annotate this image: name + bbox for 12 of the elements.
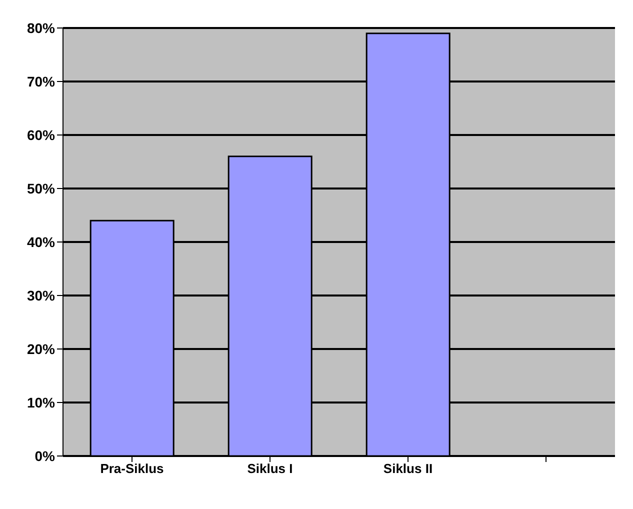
y-tick-label: 60% [26,126,56,143]
y-tick-label: 30% [26,287,56,304]
y-tick-label: 80% [26,20,56,36]
x-tick-label: Siklus II [383,461,433,476]
x-tick-label: Siklus I [247,461,293,476]
y-tick-label: 20% [26,340,56,357]
y-tick-label: 40% [26,234,56,250]
y-tick-label: 0% [34,448,56,464]
x-tick-label: Pra-Siklus [100,461,164,476]
y-tick-label: 70% [26,73,56,90]
y-tick-label: 50% [26,180,56,196]
y-tick-label: 10% [26,394,56,410]
